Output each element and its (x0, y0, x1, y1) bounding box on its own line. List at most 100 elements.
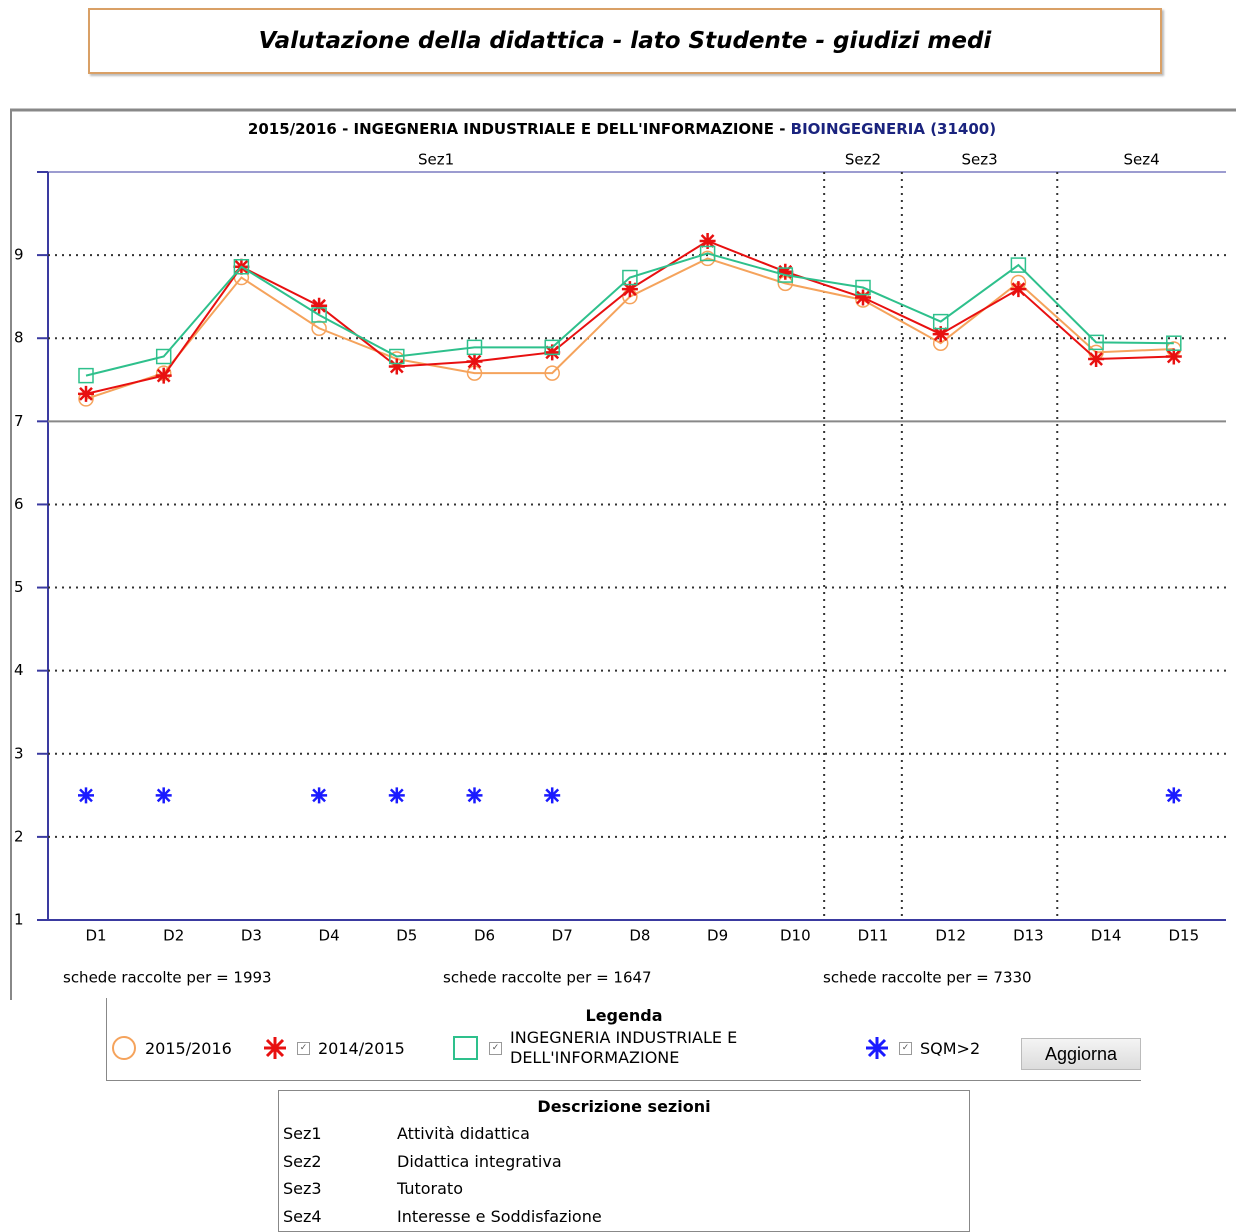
marker (621, 281, 638, 298)
legend-icon (264, 1037, 286, 1059)
legend-label: 2015/2016 (145, 1038, 232, 1058)
x-tick-label: D13 (1013, 927, 1044, 945)
series-line (85, 239, 1174, 395)
marker (777, 263, 794, 280)
y-tick-label: 6 (14, 495, 24, 513)
legend-label: 2014/2015 (318, 1038, 405, 1058)
checkbox[interactable]: ✓ (489, 1041, 502, 1055)
title-part: 2015/2016 - INGEGNERIA INDUSTRIALE E DEL… (248, 120, 791, 138)
x-tick-label: D15 (1168, 927, 1199, 945)
x-tick-label: D2 (163, 927, 184, 945)
marker (855, 289, 871, 306)
legend-icon (866, 1037, 888, 1059)
checkbox[interactable]: ✓ (297, 1041, 310, 1055)
sections-table: Descrizione sezioni Sez1 Attività didatti… (278, 1090, 970, 1232)
x-tick-label: D3 (241, 927, 262, 945)
marker (389, 348, 405, 365)
series-line (85, 257, 1174, 400)
x-tick-label: D9 (707, 927, 728, 945)
marker (1010, 257, 1027, 273)
y-tick-label: 4 (14, 661, 24, 679)
legend-icon (453, 1036, 478, 1060)
count-label: schede raccolte per = 7330 (823, 969, 1032, 987)
marker (544, 344, 561, 361)
marker (544, 365, 560, 381)
marker (78, 787, 94, 804)
table-row: Sez1 Attività didattica (279, 1121, 969, 1149)
section-label: Sez2 (845, 151, 881, 169)
table-cell: Attività didattica (397, 1124, 530, 1143)
marker (622, 269, 638, 286)
y-tick-label: 2 (14, 827, 24, 845)
marker (932, 326, 949, 343)
marker (155, 367, 172, 384)
checkbox[interactable]: ✓ (899, 1041, 912, 1055)
marker (1088, 334, 1104, 351)
marker (233, 258, 250, 275)
count-label: schede raccolte per = 1993 (63, 969, 272, 987)
section-label: Sez4 (1124, 151, 1160, 169)
marker (311, 297, 328, 314)
table-row: Sez2 Didattica integrativa (279, 1149, 969, 1177)
marker (311, 787, 328, 804)
marker (466, 787, 483, 804)
title-part: BIOINGEGNERIA (31400) (791, 120, 996, 138)
marker (1165, 348, 1182, 365)
x-tick-label: D5 (396, 927, 417, 945)
series-line (85, 252, 1174, 377)
marker (1166, 335, 1182, 351)
x-tick-label: D1 (85, 927, 106, 945)
legend: Legenda 2015/2016 ✓ 2014/2015 ✓ INGEGNER… (106, 998, 1141, 1081)
table-cell: Interesse e Soddisfazione (397, 1206, 602, 1226)
marker (699, 245, 716, 262)
legend-label: INGEGNERIA INDUSTRIALE E DELL'INFORMAZIO… (510, 1028, 738, 1067)
marker (155, 787, 172, 804)
count-label: schede raccolte per = 1647 (443, 969, 652, 987)
x-tick-label: D4 (319, 927, 340, 945)
marker (311, 307, 327, 323)
table-cell: Sez1 (283, 1124, 322, 1143)
marker (466, 353, 483, 370)
marker (699, 232, 716, 249)
y-tick-label: 7 (14, 412, 24, 430)
table-cell: Sez4 (283, 1206, 322, 1226)
legend-title: Legenda (585, 1006, 663, 1025)
marker (1165, 787, 1182, 804)
marker (155, 348, 172, 365)
legend-item: ✓ 2014/2015 (261, 1028, 405, 1068)
legend-icon (112, 1036, 136, 1060)
marker (1088, 351, 1105, 367)
chart-title: 2015/2016 - INGEGNERIA INDUSTRIALE E DEL… (248, 120, 996, 138)
table-cell: Sez2 (283, 1151, 322, 1171)
marker (932, 313, 949, 330)
legend-label: SQM>2 (920, 1038, 981, 1058)
x-tick-label: D11 (858, 927, 889, 945)
y-tick-label: 9 (14, 246, 24, 264)
table-cell: Sez3 (283, 1179, 322, 1198)
marker (388, 358, 405, 375)
x-tick-label: D10 (780, 927, 811, 945)
table-title: Descrizione sezioni (537, 1097, 711, 1116)
x-tick-label: D7 (552, 927, 573, 945)
marker (466, 339, 483, 356)
marker (388, 787, 405, 804)
x-tick-label: D14 (1091, 927, 1122, 945)
x-tick-label: D12 (935, 927, 966, 945)
table-row: Sez4 Interesse e Soddisfazione (279, 1204, 969, 1232)
legend-item: ✓ SQM>2 (863, 1028, 980, 1068)
marker (1010, 281, 1027, 298)
update-button[interactable]: Aggiorna (1021, 1038, 1141, 1070)
y-tick-label: 3 (14, 744, 24, 762)
marker (78, 367, 94, 384)
page-header: Valutazione della didattica - lato Stude… (88, 8, 1162, 74)
marker (544, 787, 561, 804)
y-tick-label: 5 (14, 578, 24, 596)
y-tick-label: 8 (14, 329, 24, 347)
table-cell: Tutorato (397, 1179, 463, 1198)
section-label: Sez1 (418, 151, 454, 169)
section-label: Sez3 (961, 151, 997, 169)
legend-item: 2015/2016 (109, 1028, 232, 1068)
marker (78, 385, 94, 402)
y-tick-label: 1 (14, 911, 24, 929)
table-cell: Didattica integrativa (397, 1151, 562, 1171)
